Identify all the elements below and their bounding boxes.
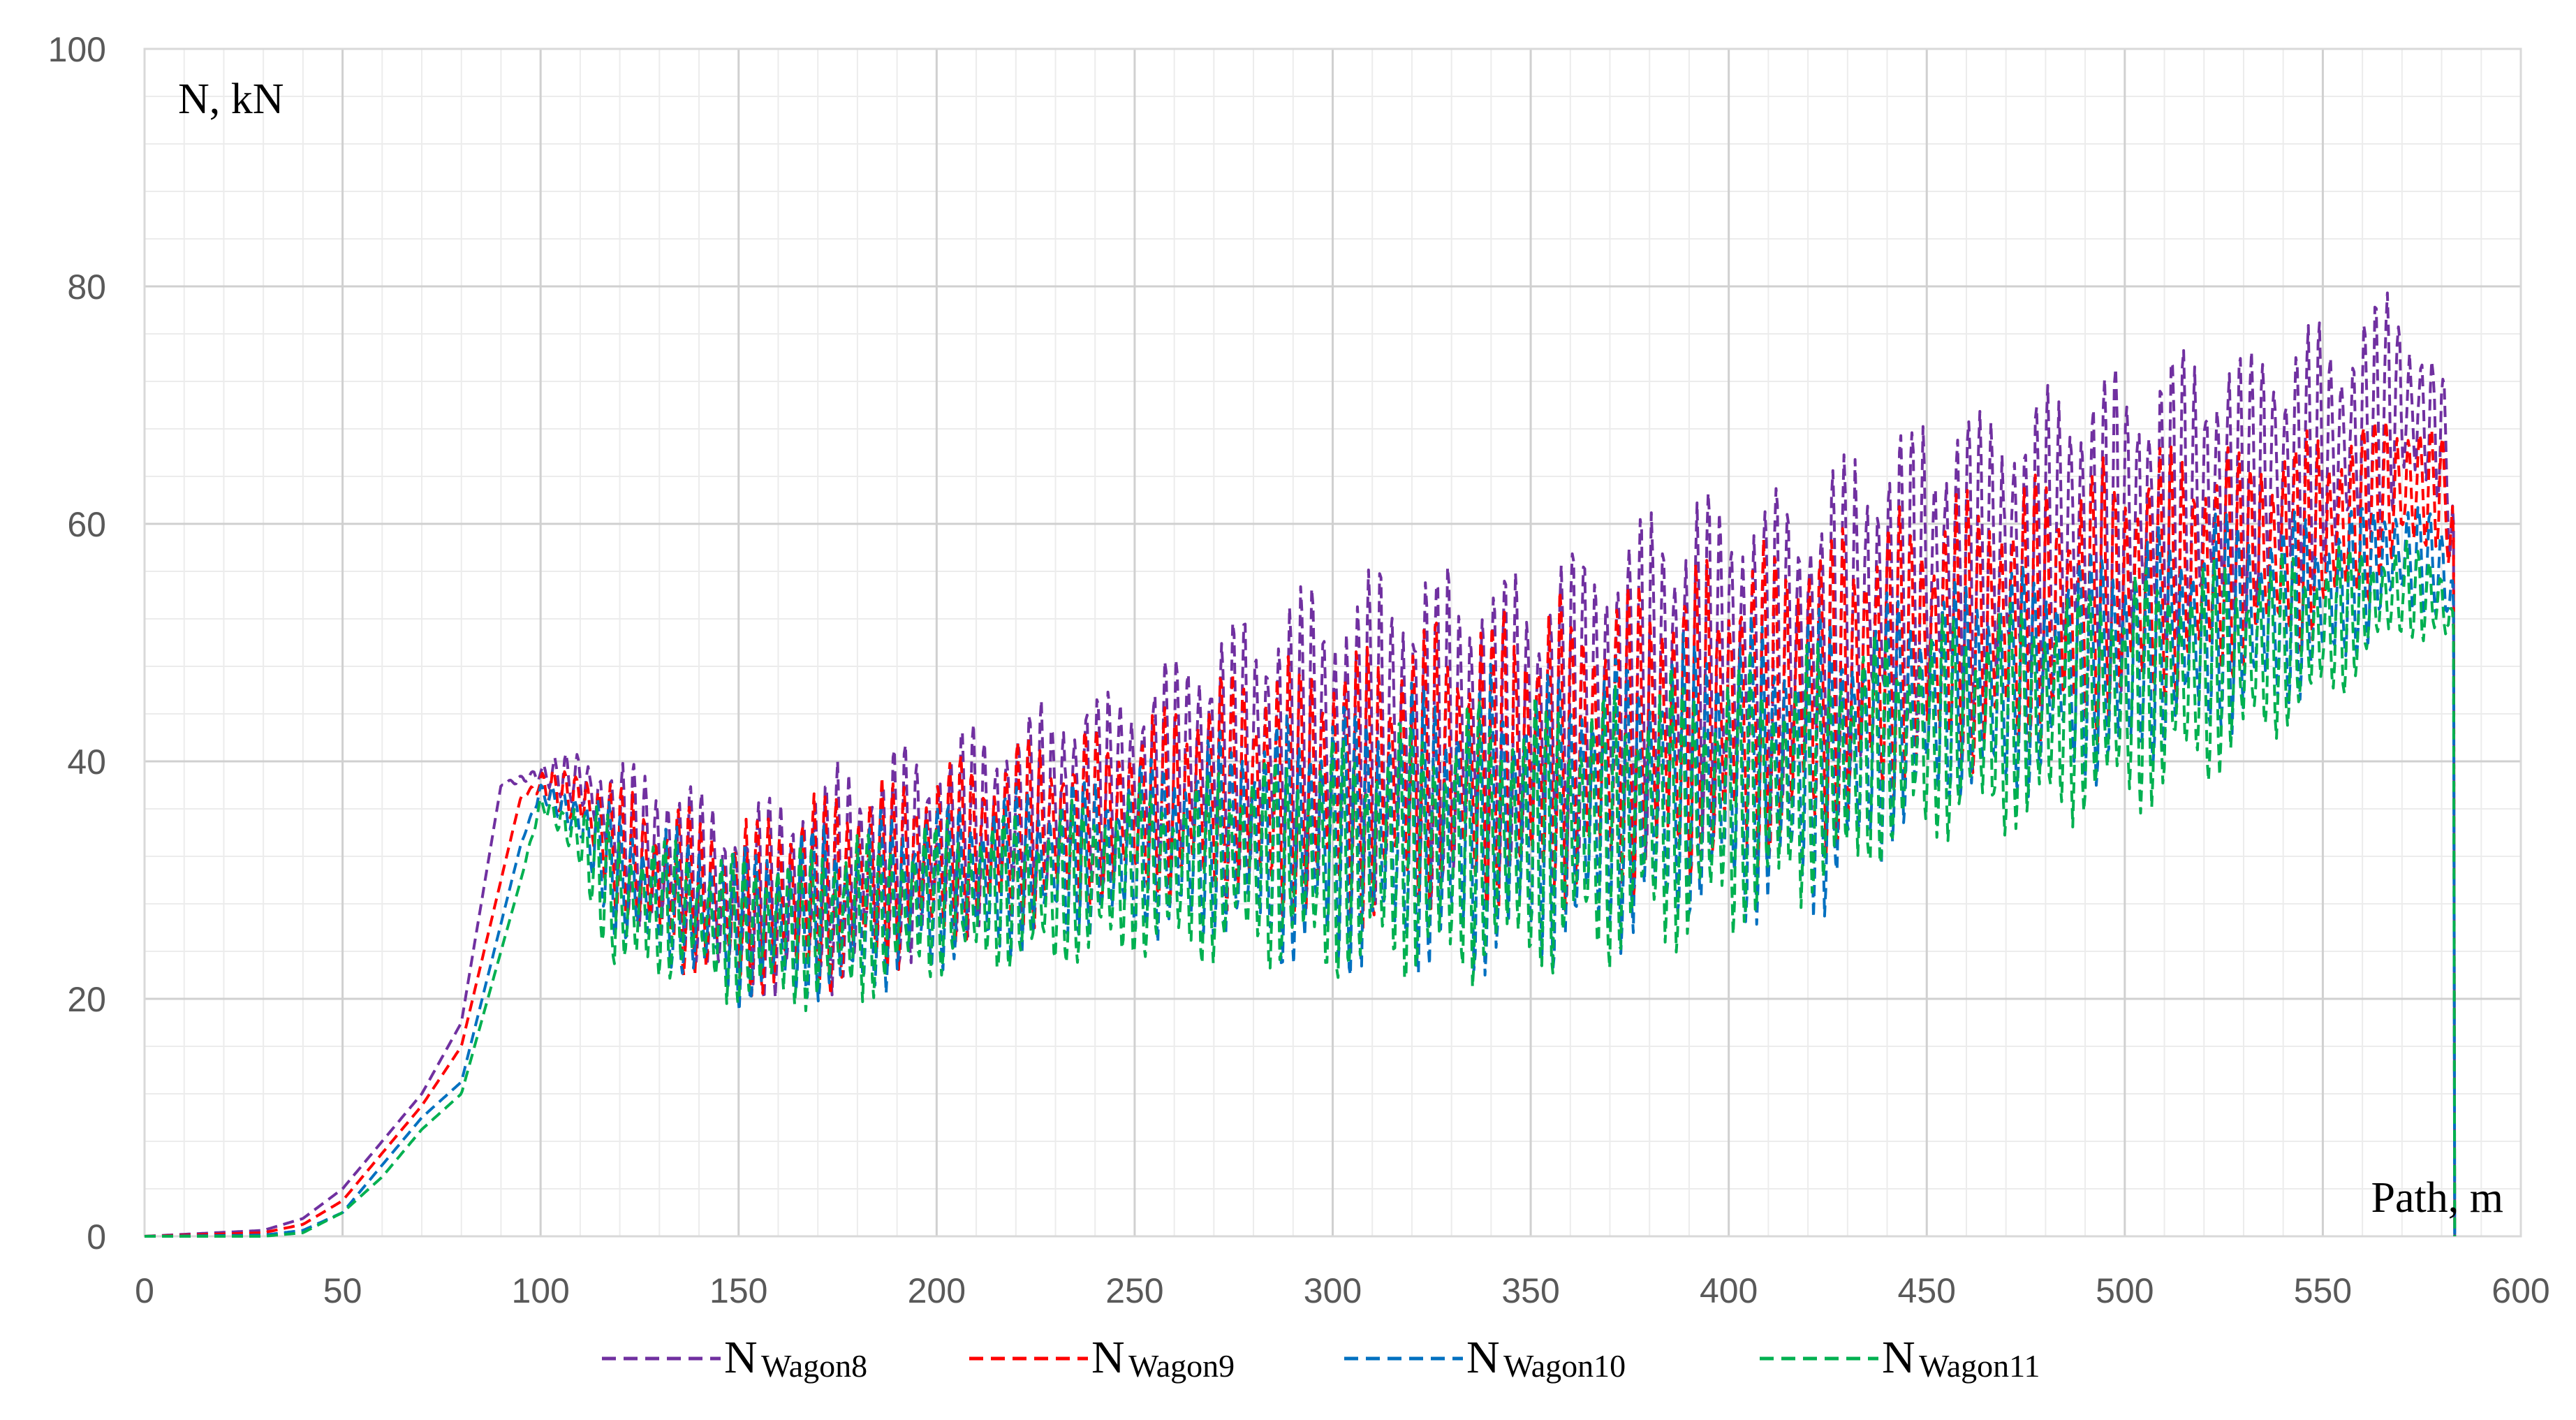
legend-label-main: N <box>1882 1332 1915 1383</box>
legend-label-sub: Wagon9 <box>1128 1348 1235 1384</box>
x-tick-label: 50 <box>323 1271 362 1310</box>
y-tick-label: 80 <box>67 268 106 307</box>
y-tick-label: 40 <box>67 742 106 782</box>
x-tick-label: 350 <box>1501 1271 1559 1310</box>
x-tick-label: 200 <box>908 1271 966 1310</box>
legend-label-sub: Wagon8 <box>761 1348 867 1384</box>
legend-label-main: N <box>1091 1332 1125 1383</box>
x-tick-label: 400 <box>1700 1271 1758 1310</box>
series-line-wagon11 <box>145 539 2457 1238</box>
x-tick-label: 450 <box>1898 1271 1956 1310</box>
plot-area-frame <box>143 47 2522 1238</box>
series-line-wagon10 <box>145 506 2457 1238</box>
series-line-wagon8 <box>144 291 2457 1238</box>
x-axis-tick-labels: 0 50 100 150 200 250 300 350 400 450 500 550 600 <box>135 1271 2550 1310</box>
legend: N Wagon8 N Wagon9 N Wagon10 N Wagon11 <box>602 1332 2040 1384</box>
legend-label-sub: Wagon11 <box>1919 1348 2040 1384</box>
y-tick-label: 0 <box>87 1217 106 1257</box>
x-tick-label: 300 <box>1304 1271 1362 1310</box>
x-tick-label: 100 <box>511 1271 569 1310</box>
x-tick-label: 500 <box>2096 1271 2154 1310</box>
y-tick-label: 60 <box>67 505 106 544</box>
legend-label-sub: Wagon10 <box>1503 1348 1626 1384</box>
legend-label-main: N <box>1466 1332 1500 1383</box>
y-tick-label: 100 <box>48 30 106 69</box>
y-tick-label: 20 <box>67 980 106 1019</box>
y-axis-tick-labels: 0 20 40 60 80 100 <box>48 30 106 1257</box>
legend-label-main: N <box>724 1332 758 1383</box>
series-line-wagon9 <box>144 420 2457 1238</box>
x-tick-label: 150 <box>709 1271 767 1310</box>
x-tick-label: 250 <box>1105 1271 1163 1310</box>
x-axis-title: Path, m <box>2371 1174 2503 1222</box>
y-axis-title: N, kN <box>178 75 284 123</box>
x-tick-label: 550 <box>2294 1271 2352 1310</box>
series-layer <box>144 291 2457 1238</box>
x-tick-label: 0 <box>135 1271 154 1310</box>
x-tick-label: 600 <box>2492 1271 2549 1310</box>
